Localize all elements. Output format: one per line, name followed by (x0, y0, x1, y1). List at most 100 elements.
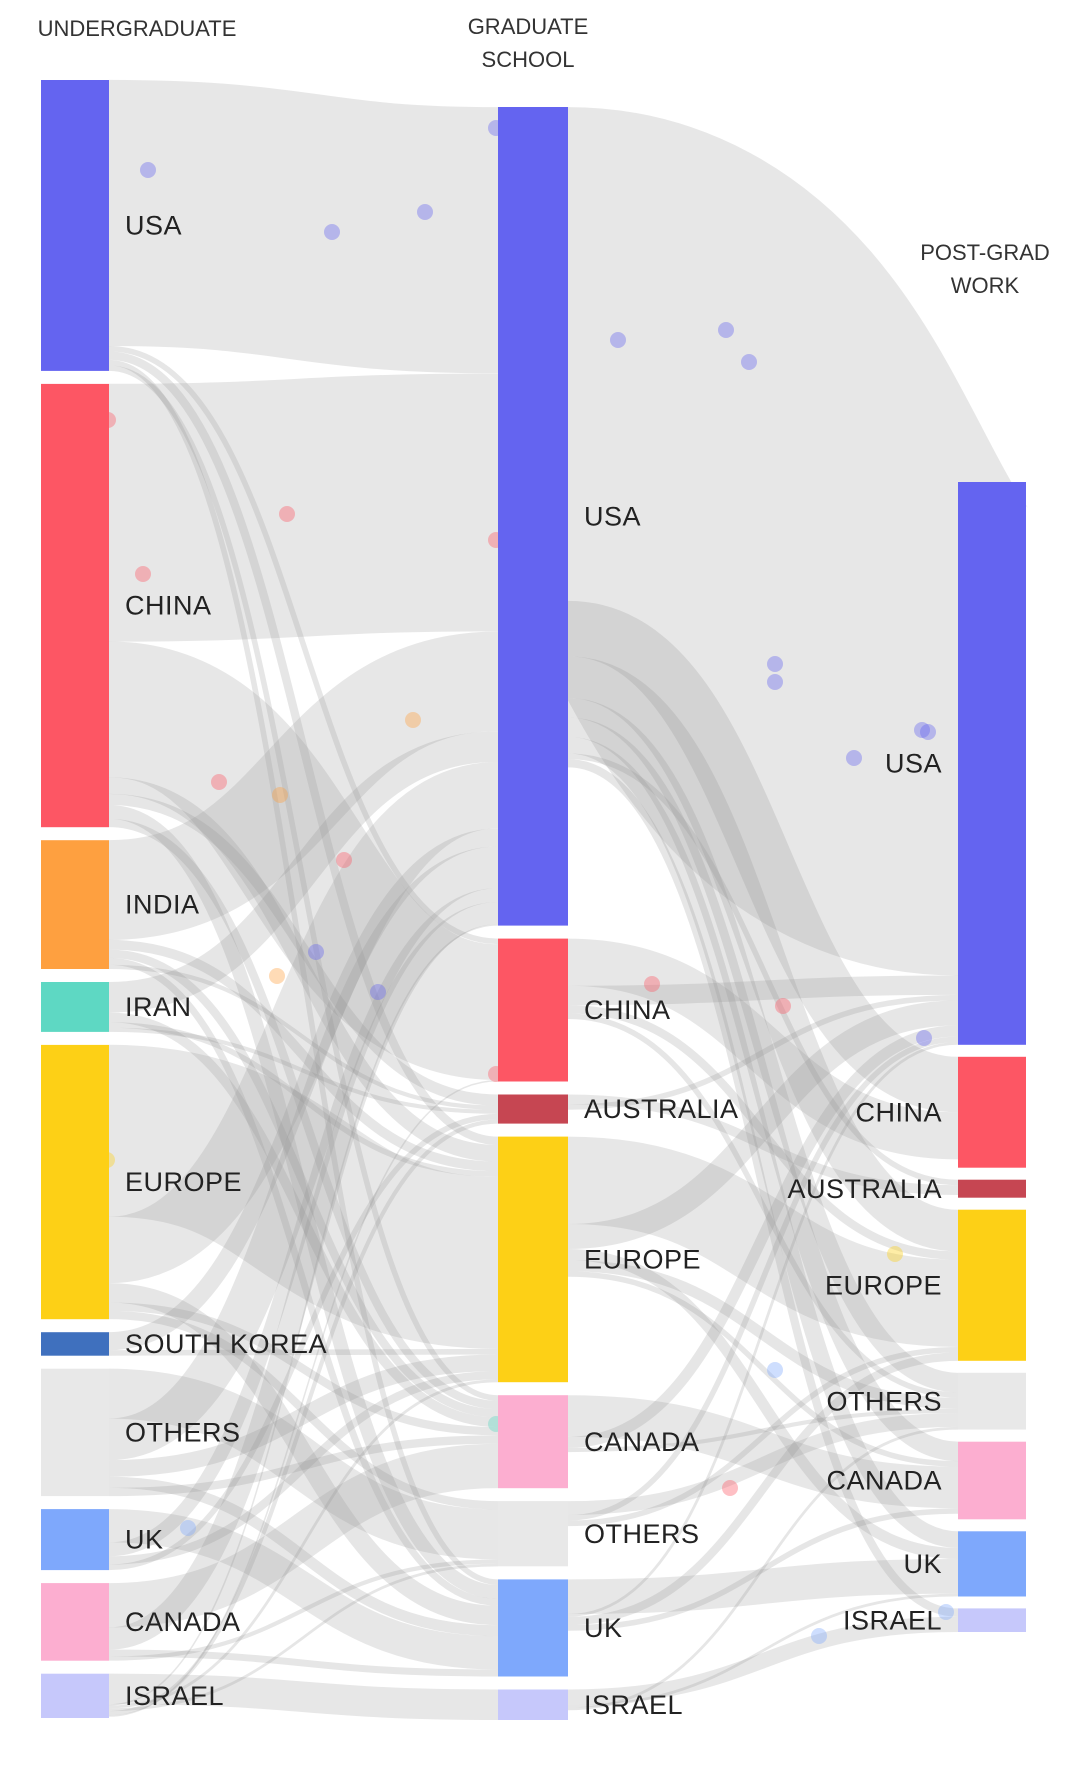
particle-usa-9 (914, 722, 930, 738)
node-undergrad-iran (41, 982, 109, 1032)
link-ug-grad-others-to-others (108, 1368, 499, 1560)
link-ug-grad-usa-to-europe (108, 351, 499, 1145)
link-ug-grad-others-to-usa (107, 846, 500, 1461)
node-grad-israel (498, 1689, 568, 1720)
link-ug-grad-europe-to-uk (108, 1283, 499, 1626)
node-undergrad-usa (41, 80, 109, 371)
link-ug-grad-south_korea-to-europe (108, 1348, 499, 1356)
link-grad-post-israel-to-uk (567, 1593, 959, 1708)
link-ug-grad-israel-to-china (108, 1080, 499, 1717)
particle-china-17 (211, 774, 227, 790)
particle-europe-28 (887, 1246, 903, 1262)
node-undergrad-canada (41, 1583, 109, 1661)
node-label-undergrad-others: OTHERS (125, 1418, 241, 1448)
particle-china-20 (775, 998, 791, 1014)
link-ug-grad-canada-to-usa (108, 902, 499, 1650)
link-grad-post-usa-to-israel (567, 759, 959, 1617)
node-grad-others (498, 1501, 568, 1567)
column-header-grad-line-1: GRADUATE (468, 14, 589, 39)
particle-china-18 (336, 852, 352, 868)
link-grad-post-europe-to-usa (567, 1000, 959, 1249)
node-label-grad-australia: AUSTRALIA (584, 1094, 739, 1124)
column-header-post-line-2: WORK (951, 273, 1020, 298)
node-undergrad-south_korea (41, 1332, 109, 1356)
node-label-post-israel: ISRAEL (843, 1605, 942, 1635)
link-ug-grad-europe-to-others (108, 1310, 499, 1510)
node-label-post-australia: AUSTRALIA (787, 1174, 942, 1204)
node-post-israel (958, 1608, 1026, 1632)
links-layer (105, 79, 1036, 1720)
link-grad-post-uk-to-canada (567, 1508, 959, 1631)
link-grad-post-usa-to-europe (566, 656, 960, 1252)
node-label-grad-usa: USA (584, 501, 641, 531)
node-post-europe (958, 1209, 1026, 1361)
node-label-grad-europe: EUROPE (584, 1245, 701, 1275)
particle-china-19 (644, 976, 660, 992)
link-ug-grad-india-to-europe (108, 939, 499, 1172)
node-undergrad-europe (41, 1044, 109, 1320)
particle-india-25 (405, 712, 421, 728)
column-header-undergrad-line-1: UNDERGRADUATE (38, 16, 237, 41)
node-label-undergrad-israel: ISRAEL (125, 1681, 224, 1711)
particle-china-16 (135, 566, 151, 582)
node-label-grad-china: CHINA (584, 995, 671, 1025)
node-grad-usa (498, 107, 568, 926)
node-label-undergrad-europe: EUROPE (125, 1167, 242, 1197)
link-ug-grad-india-to-usa (107, 631, 500, 940)
particle-china-21 (722, 1480, 738, 1496)
link-ug-grad-usa-to-canada (108, 365, 499, 1401)
link-grad-post-israel-to-israel (567, 1616, 959, 1705)
link-ug-grad-europe-to-europe (106, 1044, 501, 1349)
node-grad-europe (498, 1136, 568, 1383)
particle-uk-33 (938, 1604, 954, 1620)
particle-uk-32 (811, 1628, 827, 1644)
link-ug-grad-europe-to-canada (108, 1302, 499, 1436)
link-grad-post-europe-to-europe (567, 1136, 959, 1347)
node-label-post-usa: USA (885, 749, 942, 779)
particle-usa-6 (767, 656, 783, 672)
link-grad-post-usa-to-canada (567, 717, 959, 1462)
node-label-undergrad-india: INDIA (125, 890, 200, 920)
particle-usa-7 (767, 674, 783, 690)
link-ug-grad-iran-to-usa (108, 731, 499, 1013)
link-ug-grad-israel-to-europe (108, 1379, 499, 1709)
particle-india-26 (272, 787, 288, 803)
link-grad-post-uk-to-usa (567, 1042, 959, 1617)
node-label-post-uk: UK (903, 1549, 942, 1579)
nodes-layer (41, 80, 1026, 1720)
link-grad-post-usa-to-china (566, 600, 960, 1113)
particle-usa-12 (370, 984, 386, 1000)
link-grad-post-australia-to-australia (567, 1094, 959, 1195)
link-ug-grad-china-to-china (105, 641, 502, 1081)
node-label-grad-canada: CANADA (584, 1427, 700, 1457)
link-ug-grad-china-to-europe (108, 777, 499, 1162)
link-ug-grad-china-to-uk (108, 805, 499, 1599)
particle-usa-1 (324, 224, 340, 240)
node-label-grad-uk: UK (584, 1613, 623, 1643)
node-label-grad-israel: ISRAEL (584, 1690, 683, 1720)
link-ug-grad-india-to-canada (108, 949, 499, 1418)
node-undergrad-china (41, 383, 109, 828)
particle-uk-30 (180, 1520, 196, 1536)
node-grad-canada (498, 1395, 568, 1489)
link-ug-grad-india-to-australia (108, 964, 499, 1110)
link-ug-grad-uk-to-uk (108, 1509, 499, 1670)
particle-usa-11 (308, 944, 324, 960)
link-ug-grad-canada-to-uk (108, 1649, 499, 1677)
link-grad-post-china-to-europe (567, 1005, 959, 1260)
node-undergrad-israel (41, 1673, 109, 1718)
link-grad-post-usa-to-others (567, 698, 959, 1393)
node-label-undergrad-china: CHINA (125, 591, 212, 621)
link-ug-grad-iran-to-australia (108, 1027, 499, 1114)
particle-usa-0 (140, 162, 156, 178)
link-ug-grad-usa-to-uk (108, 359, 499, 1585)
node-post-canada (958, 1441, 1026, 1520)
node-undergrad-india (41, 840, 109, 969)
link-ug-grad-canada-to-others (108, 1559, 499, 1661)
node-grad-china (498, 938, 568, 1082)
link-ug-grad-israel-to-israel (108, 1673, 499, 1720)
node-undergrad-uk (41, 1509, 109, 1571)
column-header-post-line-1: POST-GRAD (920, 240, 1050, 265)
link-ug-grad-usa-to-china (108, 345, 499, 945)
